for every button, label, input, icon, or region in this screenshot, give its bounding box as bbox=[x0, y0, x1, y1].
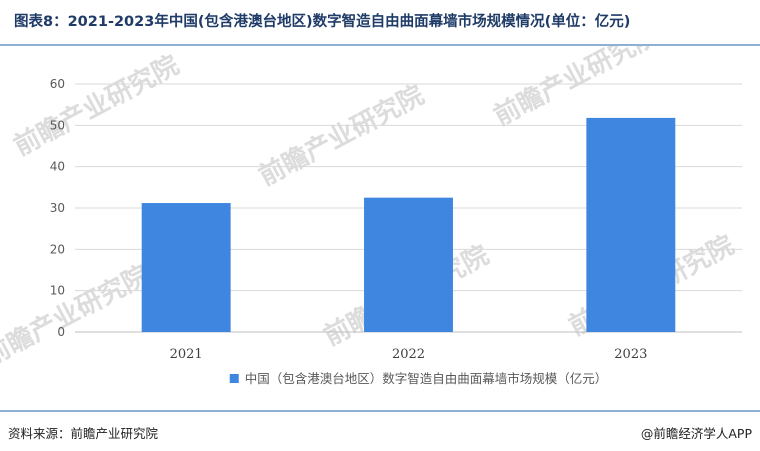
bars bbox=[141, 117, 676, 332]
bar bbox=[141, 203, 231, 332]
bar bbox=[586, 117, 676, 332]
x-tick-label: 2023 bbox=[614, 347, 647, 362]
chart-title: 图表8：2021-2023年中国(包含港澳台地区)数字智造自由曲面幕墙市场规模情… bbox=[14, 14, 631, 30]
brand-credit: @前瞻经济学人APP bbox=[641, 423, 752, 442]
y-tick-label: 30 bbox=[50, 201, 65, 215]
y-axis-ticks: 0 10 20 30 40 50 60 bbox=[50, 77, 65, 339]
brand-label: @前瞻经济学人APP bbox=[640, 426, 752, 441]
watermark-text: 前瞻产业研究院 bbox=[254, 79, 429, 192]
y-tick-label: 60 bbox=[50, 77, 65, 91]
x-tick-label: 2022 bbox=[392, 347, 425, 362]
x-tick-label: 2021 bbox=[170, 347, 203, 362]
y-tick-label: 0 bbox=[57, 325, 65, 339]
legend: 中国（包含港澳台地区）数字智造自由曲面幕墙市场规模（亿元） bbox=[229, 371, 608, 386]
source-note: 资料来源：前瞻产业研究院 bbox=[8, 426, 159, 441]
legend-label: 中国（包含港澳台地区）数字智造自由曲面幕墙市场规模（亿元） bbox=[245, 371, 608, 386]
bar bbox=[364, 197, 453, 332]
bar-chart: 前瞻产业研究院前瞻产业研究院前瞻产业研究院前瞻产业研究院前瞻产业研究院前瞻产业研… bbox=[0, 19, 742, 386]
y-tick-label: 50 bbox=[50, 118, 65, 132]
watermark-text: 前瞻产业研究院 bbox=[0, 259, 154, 372]
y-tick-label: 40 bbox=[50, 160, 65, 174]
chart-area: 前瞻产业研究院前瞻产业研究院前瞻产业研究院前瞻产业研究院前瞻产业研究院前瞻产业研… bbox=[0, 19, 760, 404]
x-axis-ticks: 2021 2022 2023 bbox=[170, 347, 648, 362]
title-divider bbox=[0, 44, 760, 46]
legend-swatch bbox=[229, 374, 239, 383]
watermark-text: 前瞻产业研究院 bbox=[9, 49, 184, 162]
y-tick-label: 20 bbox=[50, 242, 65, 256]
footer: 资料来源：前瞻产业研究院 @前瞻经济学人APP bbox=[0, 410, 760, 451]
y-tick-label: 10 bbox=[50, 284, 65, 298]
